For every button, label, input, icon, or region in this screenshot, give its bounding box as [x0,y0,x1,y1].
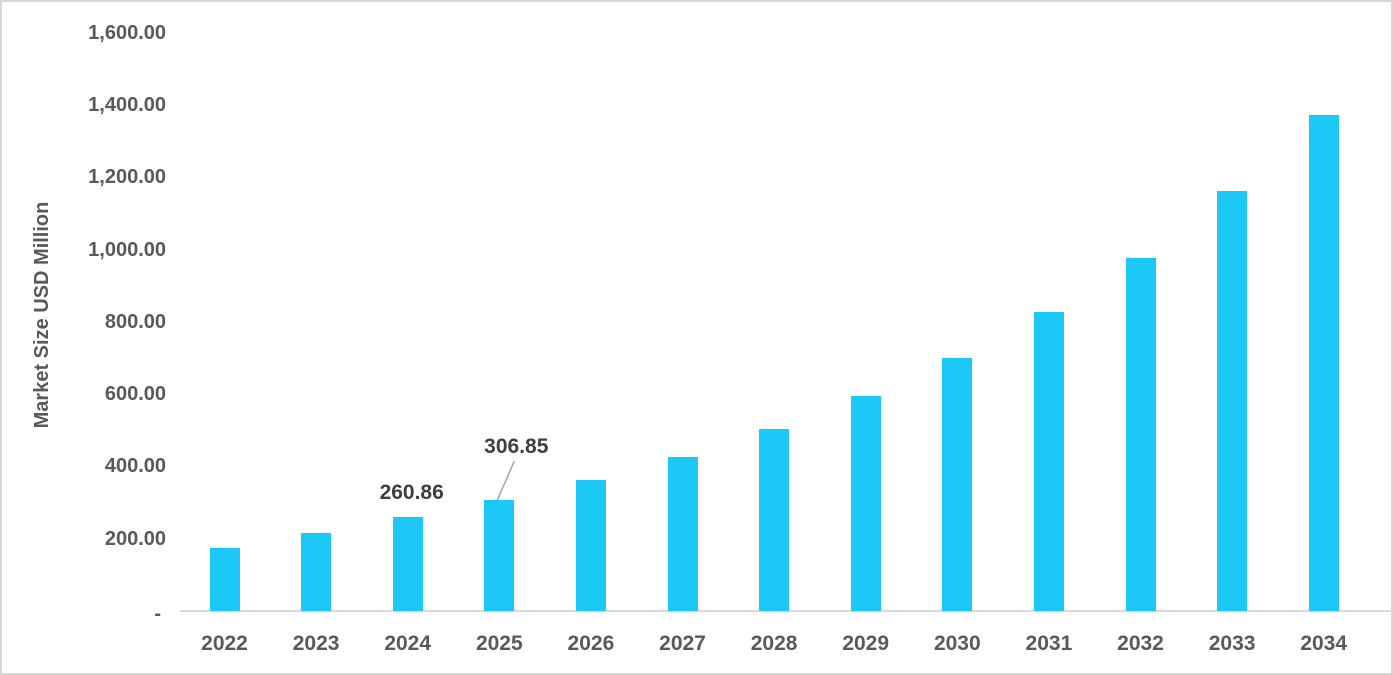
x-tick-label-2024: 2024 [384,632,432,655]
y-tick-label: 600.00 [104,383,166,406]
bar-2025 [484,500,515,611]
x-tick-label-2026: 2026 [567,632,615,655]
y-tick-label: 200.00 [104,527,166,550]
x-tick-label-2029: 2029 [842,632,890,655]
bar-2030 [942,357,973,611]
y-tick-label: 1,400.00 [88,93,166,116]
x-axis-line [180,610,1391,612]
x-tick-label-2030: 2030 [933,632,981,655]
bar-2031 [1033,312,1064,611]
y-tick-label: 800.00 [104,310,166,333]
bar-2032 [1125,257,1156,611]
data-label-2024: 260.86 [379,480,444,504]
x-tick-label-2031: 2031 [1025,632,1073,655]
bar-2022 [209,547,240,611]
x-tick-label-2025: 2025 [475,632,523,655]
bar-2028 [759,428,790,611]
bar-2034 [1308,115,1339,611]
bar-2033 [1217,191,1248,611]
y-tick-label: 400.00 [104,455,166,478]
y-tick-label: 1,000.00 [88,238,166,261]
x-tick-label-2032: 2032 [1117,632,1164,655]
x-tick-label-2033: 2033 [1208,632,1256,655]
bar-2029 [850,395,881,611]
data-label-2025: 306.85 [484,435,549,459]
x-tick-label-2022: 2022 [201,632,248,655]
leader-line-2025 [496,460,515,501]
x-tick-label-2028: 2028 [750,632,798,655]
y-tick-label: 1,200.00 [88,166,166,189]
bar-2024 [392,516,423,611]
y-tick-label: - [154,603,161,625]
x-tick-label-2027: 2027 [659,632,706,655]
y-axis-title: Market Size USD Million [31,201,53,429]
y-tick-label: 1,600.00 [88,21,166,44]
bar-2027 [667,456,698,611]
bar-2026 [575,480,606,611]
x-tick-label-2034: 2034 [1300,632,1348,655]
x-tick-label-2023: 2023 [292,632,340,655]
bar-2023 [301,532,332,611]
